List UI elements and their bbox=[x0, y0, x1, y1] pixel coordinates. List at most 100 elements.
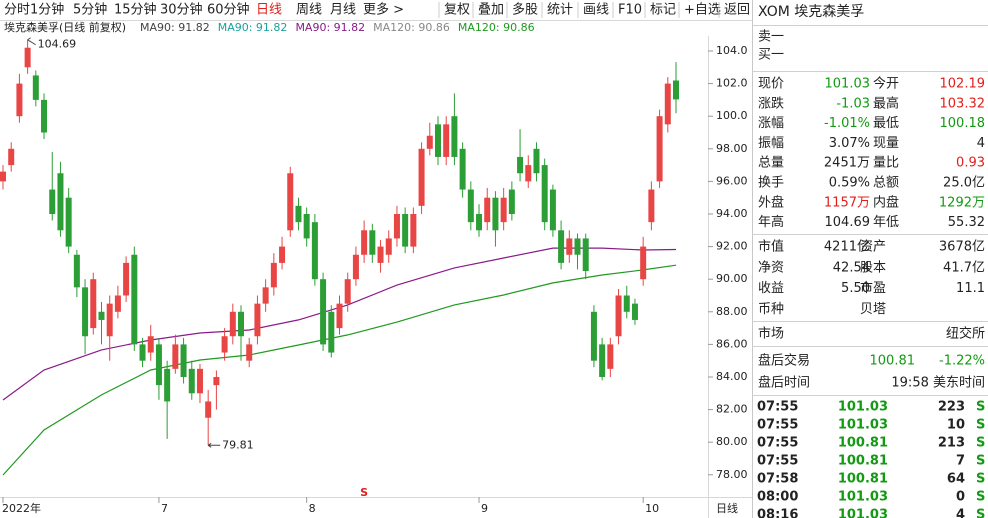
candle-body bbox=[188, 368, 195, 394]
quote-label: 年低 bbox=[873, 215, 899, 230]
ah-label: 盘后交易 bbox=[758, 353, 810, 369]
fund-label: 资产 bbox=[860, 240, 886, 255]
quote-value: 102.19 bbox=[940, 77, 986, 92]
candle-body bbox=[205, 401, 212, 418]
candle-body bbox=[508, 189, 515, 214]
tool-button[interactable]: 标记 bbox=[650, 3, 676, 18]
high-label: 104.69 bbox=[38, 38, 76, 51]
fund-label: 贝塔 bbox=[860, 302, 886, 317]
x-tick-label: 7 bbox=[161, 502, 168, 515]
candle-body bbox=[500, 197, 507, 223]
market-value: 纽交所 bbox=[946, 326, 985, 342]
candle-body bbox=[640, 246, 647, 280]
period-tab[interactable]: 60分钟 bbox=[207, 2, 250, 18]
quote-value: 100.18 bbox=[940, 116, 986, 131]
period-label: 日线 bbox=[716, 501, 738, 515]
candle-body bbox=[254, 303, 261, 337]
period-tab[interactable]: 日线 bbox=[256, 3, 282, 18]
candle-body bbox=[410, 213, 417, 247]
tool-button[interactable]: 统计 bbox=[547, 3, 573, 18]
candle-body bbox=[139, 344, 146, 361]
trade-volume: 4 bbox=[956, 508, 965, 518]
quote-value: 55.32 bbox=[948, 215, 985, 230]
candle-body bbox=[558, 230, 565, 263]
quote-value: 3.07% bbox=[829, 136, 870, 151]
trade-price: 101.03 bbox=[838, 400, 888, 415]
fund-label: 市盈 bbox=[860, 280, 886, 296]
tool-button[interactable]: 画线 bbox=[583, 3, 609, 18]
candle-body bbox=[172, 344, 179, 369]
candle-body bbox=[98, 311, 105, 320]
candle-body bbox=[402, 213, 409, 247]
candle-body bbox=[574, 238, 581, 255]
fund-value: 4211亿 bbox=[824, 240, 870, 255]
candle-body bbox=[393, 213, 400, 239]
legend-item: MA90: 91.82 bbox=[140, 21, 210, 34]
y-tick-label: 84.00 bbox=[716, 370, 748, 383]
market-label: 市场 bbox=[758, 326, 784, 342]
candle-body bbox=[615, 295, 622, 337]
ah-time: 19:58 美东时间 bbox=[891, 376, 985, 391]
candle-body bbox=[311, 222, 318, 280]
fund-value: 42.54 bbox=[833, 260, 870, 275]
quote-label: 现价 bbox=[758, 77, 784, 92]
candle-body bbox=[73, 254, 80, 288]
trade-price: 100.81 bbox=[838, 454, 888, 469]
x-tick-label: 9 bbox=[481, 502, 488, 515]
period-tab[interactable]: 15分钟 bbox=[114, 2, 157, 18]
period-tab[interactable]: 5分钟 bbox=[73, 2, 107, 18]
candle-body bbox=[541, 165, 548, 223]
candle-body bbox=[262, 287, 269, 304]
y-tick-label: 98.00 bbox=[716, 142, 748, 155]
trade-volume: 64 bbox=[947, 472, 965, 487]
candle-body bbox=[673, 80, 679, 100]
candle-body bbox=[320, 279, 327, 345]
tool-button[interactable]: 复权 bbox=[444, 2, 470, 18]
fund-label: 净资 bbox=[758, 260, 784, 275]
candle-body bbox=[246, 344, 253, 361]
candle-body bbox=[90, 279, 97, 329]
period-tab[interactable]: 周线 bbox=[296, 3, 322, 18]
period-tab[interactable]: 30分钟 bbox=[160, 2, 203, 18]
period-tab[interactable]: 分时 bbox=[4, 3, 30, 18]
signal-marker[interactable]: S bbox=[360, 486, 368, 499]
x-tick-label: 2022年 bbox=[2, 501, 41, 515]
candle-body bbox=[484, 197, 491, 223]
period-tab[interactable]: 月线 bbox=[330, 3, 356, 18]
candle-body bbox=[607, 344, 614, 369]
tool-button[interactable]: F10 bbox=[618, 3, 642, 18]
candle-body bbox=[114, 295, 121, 312]
tool-button[interactable]: 返回 bbox=[724, 3, 750, 18]
quote-label: 涨跌 bbox=[758, 95, 784, 111]
book-label: 卖一 bbox=[758, 30, 784, 45]
tool-button[interactable]: 多股 bbox=[512, 2, 538, 18]
quote-title: XOM 埃克森美孚 bbox=[758, 4, 864, 20]
candle-body bbox=[648, 189, 655, 223]
candle-body bbox=[328, 311, 335, 353]
candle-body bbox=[418, 148, 425, 206]
trade-volume: 213 bbox=[938, 436, 965, 451]
tool-button[interactable]: +自选 bbox=[684, 3, 721, 18]
trade-time: 07:55 bbox=[757, 400, 798, 415]
active-tab bbox=[253, 1, 283, 19]
period-tab[interactable]: 1分钟 bbox=[30, 2, 64, 18]
candle-body bbox=[434, 124, 441, 157]
trade-side: S bbox=[976, 508, 985, 518]
candle-body bbox=[295, 205, 302, 223]
candle-body bbox=[476, 213, 483, 231]
candle-body bbox=[303, 213, 310, 239]
y-tick-label: 96.00 bbox=[716, 174, 748, 187]
y-tick-label: 94.00 bbox=[716, 207, 748, 220]
trade-time: 07:55 bbox=[757, 436, 798, 451]
tool-button[interactable]: 叠加 bbox=[478, 3, 504, 18]
candle-body bbox=[344, 279, 351, 304]
quote-label: 年高 bbox=[758, 214, 784, 230]
period-tab[interactable]: 更多 > bbox=[363, 2, 404, 18]
candle-body bbox=[566, 238, 573, 255]
trade-price: 101.03 bbox=[838, 418, 888, 433]
y-tick-label: 78.00 bbox=[716, 468, 748, 481]
candle-body bbox=[377, 246, 384, 263]
quote-value: 1157万 bbox=[824, 195, 870, 210]
candle-body bbox=[131, 254, 138, 345]
candle-body bbox=[533, 148, 540, 174]
